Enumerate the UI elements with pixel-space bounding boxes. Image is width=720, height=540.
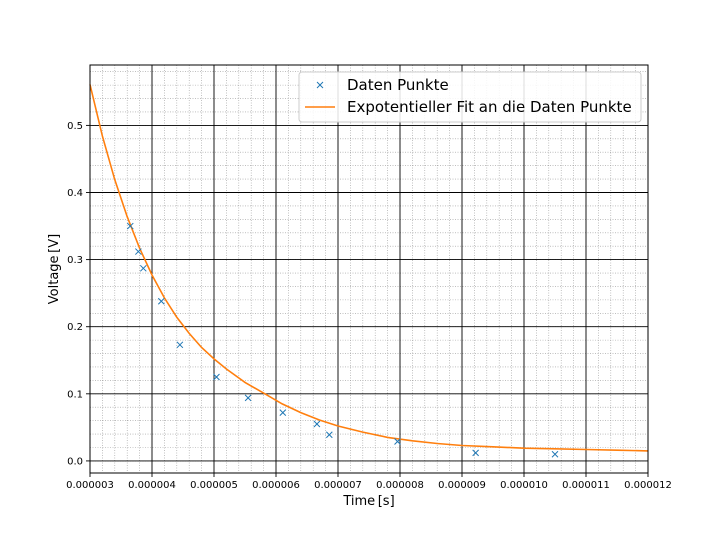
data-point <box>472 449 479 457</box>
x-tick-label: 0.000004 <box>128 480 176 491</box>
data-point <box>139 264 147 272</box>
data-point <box>213 373 220 381</box>
y-tick-label: 0.1 <box>67 389 83 400</box>
x-axis-label: Time [s] <box>342 494 394 509</box>
x-tick-label: 0.000012 <box>624 480 672 491</box>
minor-grid <box>90 65 648 473</box>
plot-frame <box>89 64 649 474</box>
y-tick-label: 0.5 <box>67 121 83 132</box>
data-point-stroke <box>394 438 401 445</box>
data-point <box>325 431 333 439</box>
data-points-layer <box>126 222 559 458</box>
legend-label-fit: Expotentieller Fit an die Daten Punkte <box>347 98 632 116</box>
legend-marker-data-points <box>316 81 324 89</box>
x-tick-label: 0.000010 <box>500 480 548 491</box>
x-tick-label: 0.000009 <box>438 480 486 491</box>
data-point <box>551 450 559 458</box>
fit-curve <box>89 84 649 452</box>
y-tick-label: 0.3 <box>67 255 83 266</box>
data-point-stroke <box>213 373 220 381</box>
x-tick-label: 0.000006 <box>252 480 300 491</box>
x-tick-label: 0.000005 <box>190 480 238 491</box>
axis-ticks: 0.000003 0.000004 0.000005 0.000006 0.000007… <box>66 121 672 491</box>
data-point-stroke <box>313 420 321 428</box>
data-point <box>244 394 252 402</box>
data-point-stroke <box>139 264 147 272</box>
major-grid <box>89 65 649 473</box>
x-tick-label: 0.000011 <box>562 480 610 491</box>
data-point-stroke <box>157 297 165 305</box>
data-point-stroke <box>126 222 134 230</box>
x-tick-label: 0.000003 <box>66 480 114 491</box>
y-tick-label: 0.0 <box>67 456 83 467</box>
legend-label-data-points: Daten Punkte <box>347 76 449 94</box>
legend: Daten Punkte Expotentieller Fit an die D… <box>298 71 642 123</box>
data-point-stroke <box>135 248 142 255</box>
y-tick-label: 0.2 <box>67 322 83 333</box>
data-point-stroke <box>551 450 559 458</box>
fit-curve-layer <box>89 84 649 452</box>
data-point-stroke <box>279 409 287 416</box>
data-point <box>279 409 287 416</box>
data-point-stroke <box>176 341 184 349</box>
y-axis-label: Voltage [V] <box>47 234 62 304</box>
data-point-stroke <box>472 449 479 457</box>
x-tick-label: 0.000008 <box>376 480 424 491</box>
data-point <box>313 420 321 428</box>
data-point-stroke <box>325 431 333 439</box>
data-point <box>126 222 134 230</box>
data-point-stroke <box>244 394 252 402</box>
legend-box <box>298 71 642 123</box>
data-point <box>176 341 184 349</box>
data-point <box>394 438 401 445</box>
x-tick-label: 0.000007 <box>314 480 362 491</box>
data-point <box>157 297 165 305</box>
y-tick-label: 0.4 <box>67 188 83 199</box>
data-point <box>135 248 142 255</box>
